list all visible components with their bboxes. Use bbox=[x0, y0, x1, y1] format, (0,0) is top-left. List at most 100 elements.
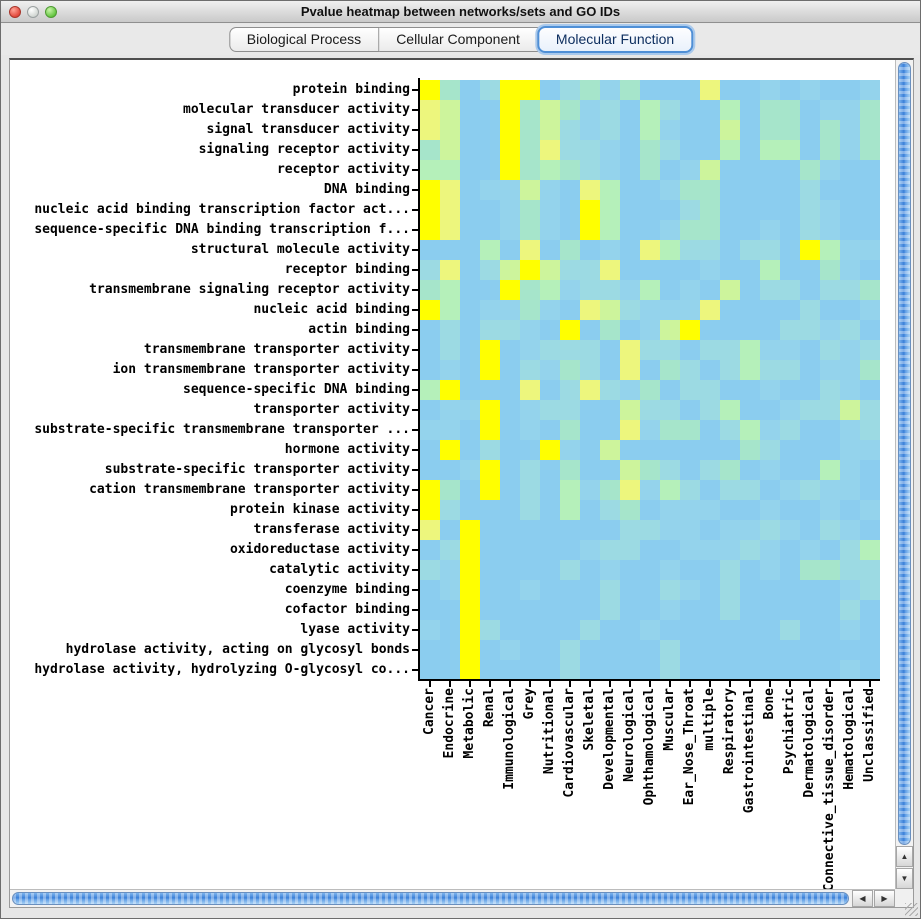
heatmap-cell bbox=[640, 260, 660, 280]
horizontal-scrollbar-thumb[interactable] bbox=[12, 892, 849, 905]
heatmap-cell bbox=[860, 120, 880, 140]
heatmap-cell bbox=[760, 80, 780, 100]
heatmap-cell bbox=[720, 640, 740, 660]
heatmap-cell bbox=[740, 460, 760, 480]
heatmap-cell bbox=[720, 420, 740, 440]
heatmap-cell bbox=[780, 180, 800, 200]
resize-grip[interactable] bbox=[905, 903, 918, 916]
heatmap-cell bbox=[460, 420, 480, 440]
heatmap-cell bbox=[680, 460, 700, 480]
heatmap-cell bbox=[460, 580, 480, 600]
heatmap-cell bbox=[680, 660, 700, 680]
heatmap-cell bbox=[700, 440, 720, 460]
scroll-down-button[interactable]: ▼ bbox=[896, 868, 913, 889]
heatmap-cell bbox=[680, 260, 700, 280]
row-label: receptor binding bbox=[284, 262, 410, 277]
heatmap-cell bbox=[520, 200, 540, 220]
heatmap-cell bbox=[580, 540, 600, 560]
zoom-button[interactable] bbox=[45, 6, 57, 18]
heatmap-cell bbox=[800, 300, 820, 320]
heatmap-cell bbox=[520, 500, 540, 520]
heatmap-cell bbox=[600, 400, 620, 420]
y-tick bbox=[412, 89, 418, 91]
heatmap-cell bbox=[760, 580, 780, 600]
heatmap-cell bbox=[680, 500, 700, 520]
heatmap-cell bbox=[740, 80, 760, 100]
heatmap-cell bbox=[440, 440, 460, 460]
heatmap-cell bbox=[640, 240, 660, 260]
title-bar: Pvalue heatmap between networks/sets and… bbox=[1, 1, 920, 23]
heatmap-cell bbox=[760, 300, 780, 320]
y-tick bbox=[412, 649, 418, 651]
heatmap-cell bbox=[680, 620, 700, 640]
heatmap-cell bbox=[740, 100, 760, 120]
heatmap-cell bbox=[760, 560, 780, 580]
y-tick bbox=[412, 629, 418, 631]
heatmap-cell bbox=[660, 180, 680, 200]
heatmap-cell bbox=[760, 520, 780, 540]
x-tick bbox=[729, 681, 731, 687]
heatmap-cell bbox=[780, 580, 800, 600]
heatmap-cell bbox=[420, 100, 440, 120]
tab-molecular-function[interactable]: Molecular Function bbox=[536, 26, 694, 53]
minimize-button[interactable] bbox=[27, 6, 39, 18]
heatmap-cell bbox=[800, 260, 820, 280]
heatmap-cell bbox=[480, 120, 500, 140]
heatmap-cell bbox=[800, 420, 820, 440]
scroll-right-button[interactable]: ▶ bbox=[874, 890, 895, 907]
heatmap-cell bbox=[600, 320, 620, 340]
heatmap-cell bbox=[740, 140, 760, 160]
heatmap-cell bbox=[660, 500, 680, 520]
heatmap-cell bbox=[560, 80, 580, 100]
heatmap-cell bbox=[780, 500, 800, 520]
x-tick bbox=[669, 681, 671, 687]
heatmap-cell bbox=[420, 280, 440, 300]
heatmap-cell bbox=[700, 500, 720, 520]
x-tick bbox=[449, 681, 451, 687]
heatmap-cell bbox=[800, 520, 820, 540]
heatmap-cell bbox=[440, 240, 460, 260]
heatmap-cell bbox=[820, 660, 840, 680]
heatmap-cell bbox=[820, 240, 840, 260]
close-button[interactable] bbox=[9, 6, 21, 18]
traffic-lights bbox=[9, 6, 57, 18]
tab-cellular-component[interactable]: Cellular Component bbox=[379, 27, 538, 52]
tab-biological-process[interactable]: Biological Process bbox=[228, 27, 380, 52]
heatmap-cell bbox=[500, 260, 520, 280]
row-label: molecular transducer activity bbox=[183, 102, 410, 117]
heatmap-cell bbox=[540, 260, 560, 280]
heatmap-cell bbox=[540, 180, 560, 200]
heatmap-cell bbox=[740, 240, 760, 260]
vertical-scrollbar[interactable]: ▲ ▼ bbox=[895, 60, 913, 889]
row-label: transferase activity bbox=[253, 522, 410, 537]
heatmap-cell bbox=[840, 640, 860, 660]
heatmap-cell bbox=[600, 140, 620, 160]
heatmap-cell bbox=[480, 300, 500, 320]
heatmap-cell bbox=[560, 280, 580, 300]
vertical-scrollbar-thumb[interactable] bbox=[898, 62, 911, 845]
heatmap-cell bbox=[820, 500, 840, 520]
heatmap-cell bbox=[540, 380, 560, 400]
heatmap-cell bbox=[420, 340, 440, 360]
heatmap-cell bbox=[580, 660, 600, 680]
col-label: Respiratory bbox=[722, 688, 737, 775]
horizontal-scrollbar[interactable]: ◀ ▶ bbox=[10, 889, 895, 907]
heatmap-cell bbox=[600, 440, 620, 460]
x-tick bbox=[589, 681, 591, 687]
heatmap-cell bbox=[420, 420, 440, 440]
heatmap-cell bbox=[720, 240, 740, 260]
scroll-left-button[interactable]: ◀ bbox=[852, 890, 873, 907]
heatmap-cell bbox=[780, 280, 800, 300]
heatmap-cell bbox=[420, 560, 440, 580]
heatmap-cell bbox=[560, 420, 580, 440]
heatmap-cell bbox=[820, 180, 840, 200]
heatmap-cell bbox=[780, 380, 800, 400]
scroll-up-button[interactable]: ▲ bbox=[896, 846, 913, 867]
heatmap-cell bbox=[780, 520, 800, 540]
col-label: Unclassified bbox=[862, 688, 877, 782]
heatmap-cell bbox=[520, 640, 540, 660]
heatmap-cell bbox=[580, 360, 600, 380]
y-tick bbox=[412, 489, 418, 491]
heatmap-cell bbox=[620, 420, 640, 440]
heatmap-cell bbox=[700, 140, 720, 160]
